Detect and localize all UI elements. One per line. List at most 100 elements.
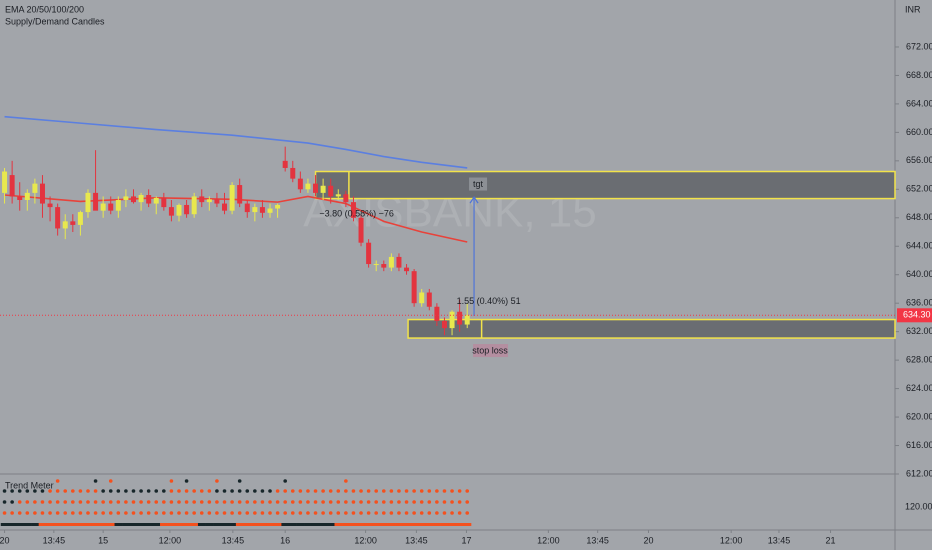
trend-dot xyxy=(10,500,14,504)
trend-dot xyxy=(230,500,234,504)
trend-dot xyxy=(366,489,371,493)
candle-body xyxy=(138,195,144,203)
candle-body xyxy=(252,207,258,213)
x-tick-label: 12:00 xyxy=(720,535,743,545)
trend-dot xyxy=(40,511,45,515)
trend-dot xyxy=(184,511,189,515)
trend-dot xyxy=(253,489,257,493)
trend-dot xyxy=(139,500,143,504)
trend-bar xyxy=(61,523,70,526)
trend-dot xyxy=(101,500,105,504)
trend-dot xyxy=(397,489,401,493)
annotation: −3.80 (0.58%) −76 xyxy=(319,209,394,219)
trend-dot xyxy=(71,489,75,493)
candle-body xyxy=(161,197,167,208)
trend-dot xyxy=(344,500,348,504)
trend-dot xyxy=(78,500,83,504)
trend-bar xyxy=(114,523,123,526)
trend-dot xyxy=(457,500,462,504)
trend-dot xyxy=(2,511,7,515)
trend-dot xyxy=(199,500,204,504)
trend-bar xyxy=(258,523,267,526)
y-tick-label: 616.00 xyxy=(906,440,932,450)
trend-dot xyxy=(93,511,98,515)
trend-dot xyxy=(162,500,166,504)
candle-body xyxy=(17,196,23,200)
trend-dot xyxy=(313,511,318,515)
last-price-label: 634.30 xyxy=(903,310,931,320)
candle-body xyxy=(130,196,136,203)
trend-dot xyxy=(427,500,432,504)
trend-bar xyxy=(106,523,115,526)
candle-body xyxy=(214,199,220,204)
trend-bar xyxy=(433,523,441,526)
x-tick-label: 21 xyxy=(826,535,836,545)
trend-dot xyxy=(260,511,265,515)
trend-dot xyxy=(192,500,196,504)
trend-dot xyxy=(146,511,151,515)
trend-bar xyxy=(235,523,244,526)
candle-body xyxy=(146,195,152,204)
trend-bar xyxy=(228,523,237,526)
trend-dot xyxy=(154,500,159,504)
candle-body xyxy=(199,196,205,203)
trend-bar xyxy=(46,523,55,526)
trend-bar xyxy=(190,523,199,526)
trend-bar xyxy=(23,523,32,526)
trend-dot xyxy=(177,489,181,493)
trend-dot xyxy=(366,500,371,504)
candle-body xyxy=(244,203,250,213)
trend-bar xyxy=(319,523,328,526)
trend-dot xyxy=(321,489,325,493)
trend-dot xyxy=(412,489,416,493)
trend-dot xyxy=(306,500,310,504)
trend-bar xyxy=(326,523,335,526)
trend-dot xyxy=(359,500,363,504)
trend-dot xyxy=(124,511,128,515)
trend-bar xyxy=(220,523,229,526)
trend-dot xyxy=(108,479,113,483)
y-tick-label: 636.00 xyxy=(906,298,932,308)
trend-dot xyxy=(207,511,212,515)
trend-dot xyxy=(298,489,303,493)
trend-dot xyxy=(419,489,424,493)
trend-dot xyxy=(162,511,166,515)
candle-body xyxy=(305,183,311,190)
trend-bar xyxy=(137,523,146,526)
trend-dot xyxy=(404,489,409,493)
candle-body xyxy=(441,320,447,329)
trend-dot xyxy=(328,500,333,504)
candle-body xyxy=(24,192,30,200)
candle-body xyxy=(426,292,432,307)
trend-bar xyxy=(129,523,138,526)
trend-dot xyxy=(86,500,90,504)
x-tick-label: 15 xyxy=(98,535,108,545)
trend-dot xyxy=(419,500,424,504)
trend-bar xyxy=(357,523,366,526)
candle-body xyxy=(123,196,129,200)
annotation: 1.55 (0.40%) 51 xyxy=(457,296,521,306)
trend-bar xyxy=(342,523,350,526)
trend-dot xyxy=(344,489,348,493)
trend-bar xyxy=(251,523,259,526)
trend-dot xyxy=(260,500,265,504)
candle-body xyxy=(366,242,372,265)
trend-bar xyxy=(402,523,411,526)
trend-bar xyxy=(167,523,176,526)
y-tick-label: 644.00 xyxy=(906,241,932,251)
trend-dot xyxy=(93,479,98,483)
candle-body xyxy=(85,192,91,213)
candle-body xyxy=(457,311,463,325)
trend-bar xyxy=(69,523,77,526)
trend-dot xyxy=(237,479,242,483)
candle-body xyxy=(290,167,296,179)
trend-dot xyxy=(215,511,219,515)
candle-body xyxy=(206,199,212,203)
trend-dot xyxy=(465,500,470,504)
trend-dot xyxy=(245,500,250,504)
x-tick-label: 12:00 xyxy=(159,535,182,545)
trend-dot xyxy=(63,500,68,504)
trend-bar xyxy=(76,523,85,526)
trend-dot xyxy=(48,511,52,515)
